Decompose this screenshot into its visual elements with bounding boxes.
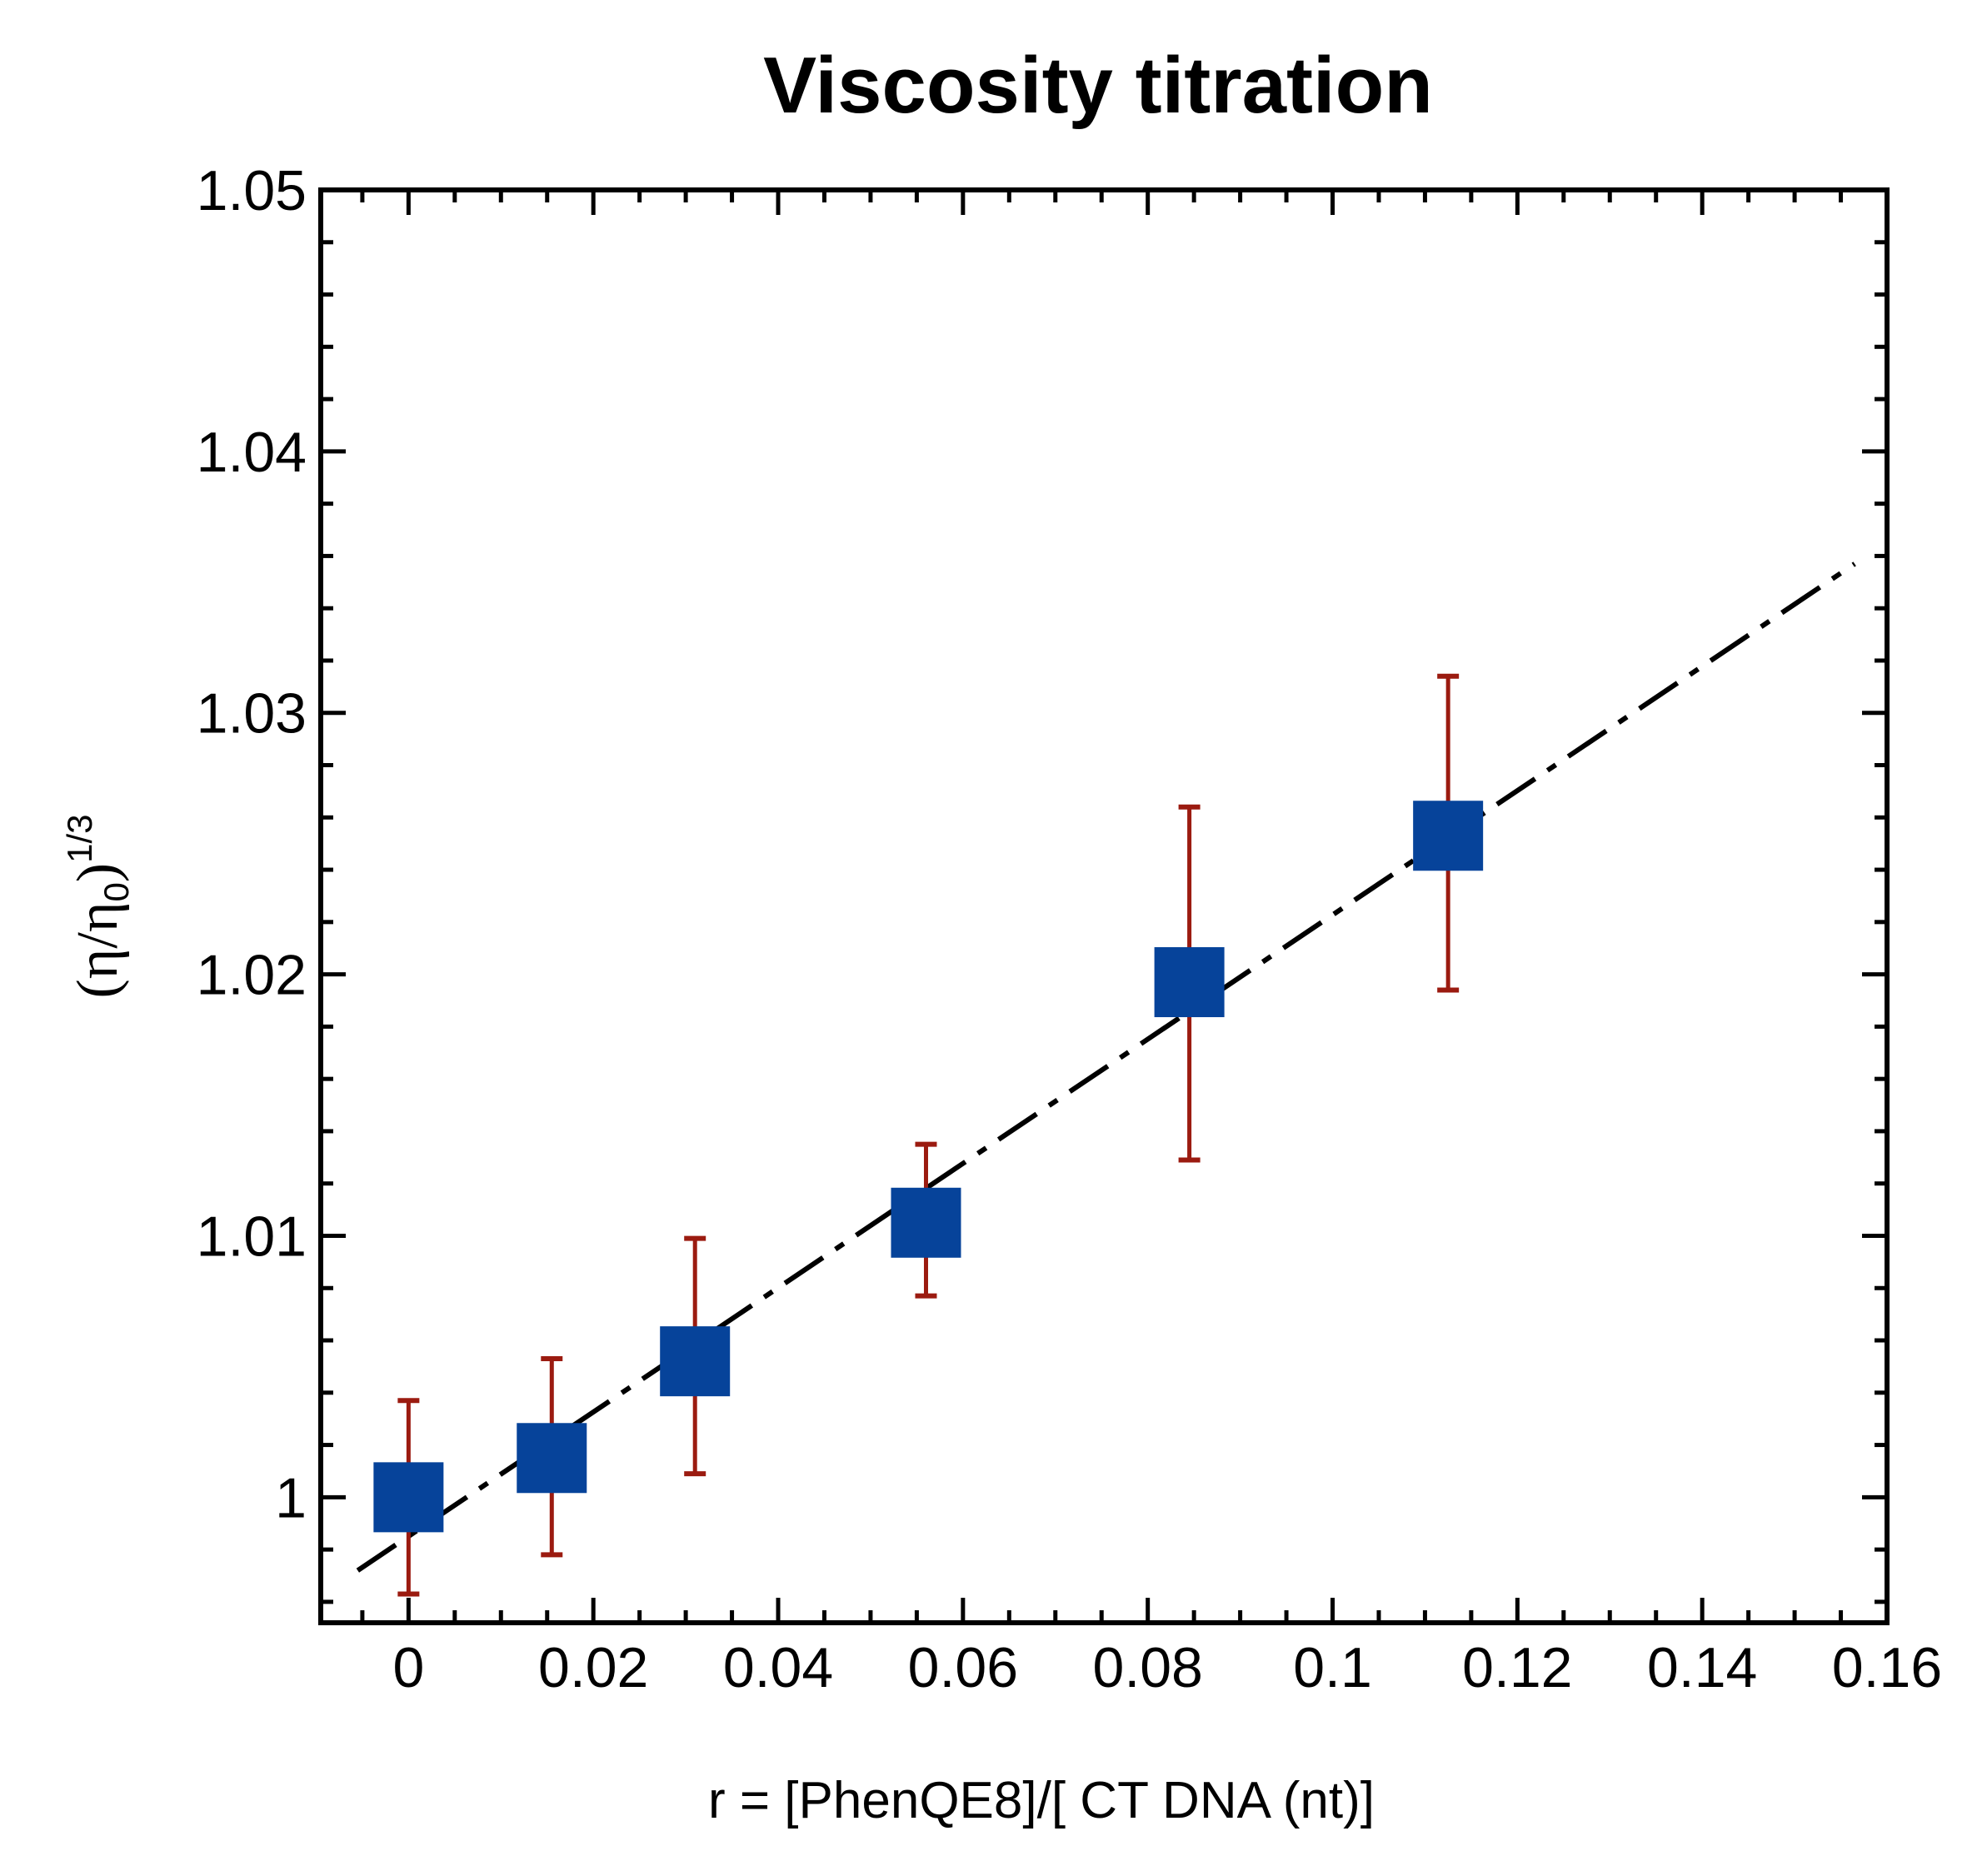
x-tick-label: 0.14 [1647, 1636, 1757, 1699]
y-label-eta0: η [66, 902, 130, 933]
data-point [517, 1423, 587, 1494]
y-label-eta: η [66, 949, 130, 980]
x-tick-label: 0.16 [1832, 1636, 1942, 1699]
data-point [1154, 947, 1225, 1018]
data-point [891, 1187, 961, 1258]
data-point [1413, 801, 1484, 871]
y-tick-label: 1 [275, 1466, 307, 1529]
chart-title: Viscosity titration [763, 41, 1433, 130]
data-point [660, 1326, 731, 1397]
x-tick-label: 0.12 [1462, 1636, 1572, 1699]
x-tick-labels: 0 0.02 0.04 0.06 0.08 0.1 0.12 0.14 0.16 [392, 1636, 1942, 1699]
x-tick-label: 0.08 [1093, 1636, 1203, 1699]
y-tick-label: 1.03 [197, 682, 307, 746]
y-axis-label: (η/η0)1/3 [60, 814, 136, 998]
tick-layer [321, 187, 1890, 1623]
x-tick-label: 0.04 [723, 1636, 833, 1699]
y-label-superscript: 1/3 [60, 814, 99, 862]
marker-layer [373, 801, 1484, 1533]
y-label-slash: / [66, 932, 130, 949]
x-tick-label: 0.1 [1293, 1636, 1372, 1699]
y-label-open-paren: ( [66, 979, 130, 998]
y-label-close-paren: ) [66, 863, 130, 882]
y-tick-label: 1.04 [197, 421, 307, 484]
y-tick-labels: 1 1.01 1.02 1.03 1.04 1.05 [197, 159, 307, 1529]
fit-line-layer [356, 561, 1856, 1573]
x-tick-label: 0.02 [538, 1636, 648, 1699]
y-tick-label: 1.01 [197, 1205, 307, 1268]
y-tick-label: 1.05 [197, 159, 307, 222]
x-axis-label: r = [PhenQE8]/[ CT DNA (nt)] [708, 1772, 1375, 1829]
x-tick-label: 0.06 [908, 1636, 1018, 1699]
plot-frame [318, 187, 1890, 1625]
x-tick-label: 0 [392, 1636, 424, 1699]
y-label-subscript: 0 [97, 882, 136, 901]
fit-line [356, 561, 1856, 1573]
y-tick-label: 1.02 [197, 944, 307, 1007]
data-point [373, 1462, 444, 1533]
